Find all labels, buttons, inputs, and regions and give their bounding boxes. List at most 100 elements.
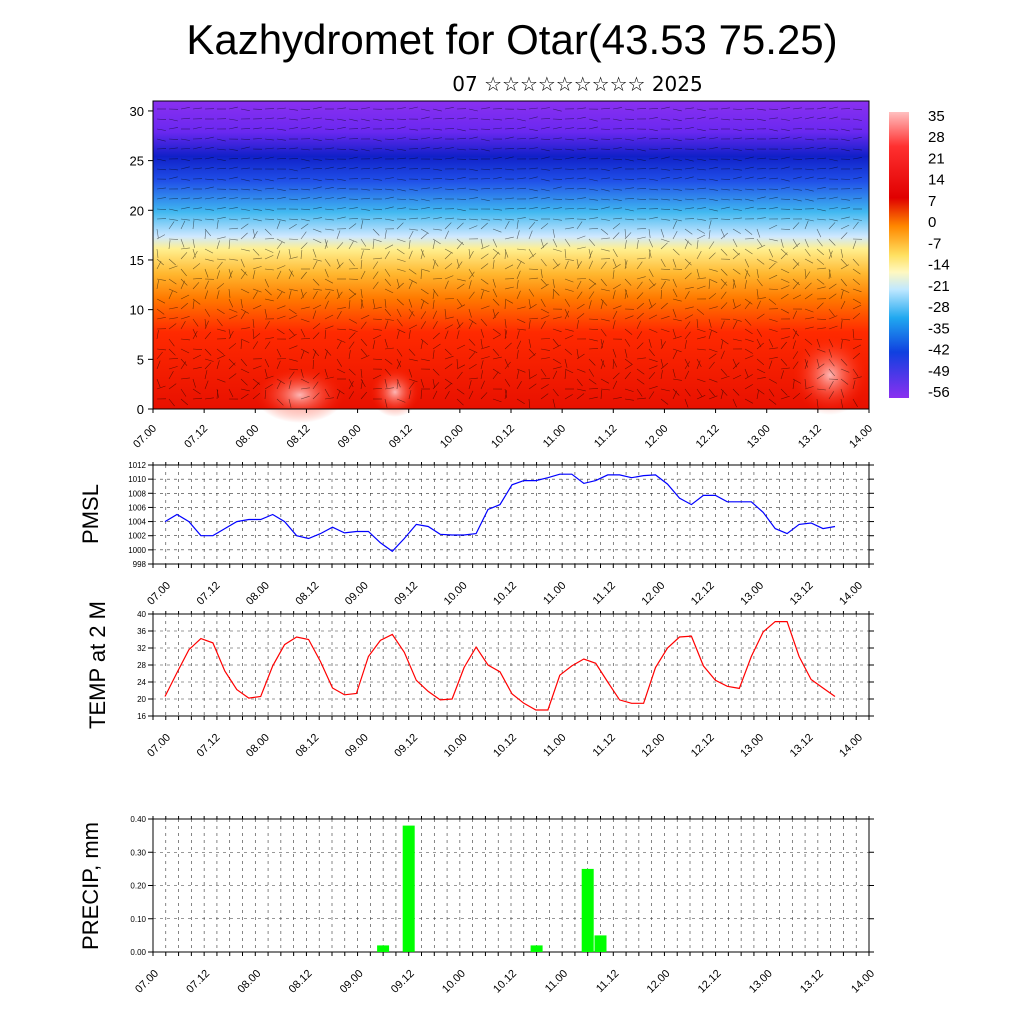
wind-barb xyxy=(660,258,666,268)
wind-barb xyxy=(564,310,570,320)
wind-barb xyxy=(600,261,607,270)
wind-barb xyxy=(336,118,346,121)
wind-barb xyxy=(804,393,813,400)
y-axis-label: PRECIP, mm xyxy=(78,822,103,950)
wind-barb xyxy=(264,375,274,380)
wind-barb xyxy=(216,207,226,210)
wind-barb xyxy=(708,117,718,120)
wind-barb xyxy=(540,107,550,110)
wind-barb xyxy=(708,318,712,328)
wind-barb xyxy=(600,338,603,348)
wind-barb xyxy=(648,278,655,287)
wind-barb xyxy=(240,157,250,160)
wind-barb xyxy=(528,353,537,360)
wind-barb xyxy=(252,188,262,192)
wind-barb xyxy=(420,338,429,345)
wind-barb xyxy=(192,298,201,305)
x-tick-label: 13.12 xyxy=(788,732,816,760)
wind-barb xyxy=(804,248,811,257)
wind-barb xyxy=(480,138,490,142)
wind-barb xyxy=(540,348,550,351)
wind-barb xyxy=(288,238,299,240)
wind-barb xyxy=(348,332,356,340)
wind-barb xyxy=(444,378,453,385)
wind-barb xyxy=(168,398,175,407)
wind-barb xyxy=(372,257,383,260)
x-tick-label: 12.00 xyxy=(643,423,671,451)
wind-barb xyxy=(552,126,562,130)
wind-barb xyxy=(696,116,706,120)
wind-barb xyxy=(672,108,682,112)
wind-barb xyxy=(168,323,177,330)
x-tick-label: 10.12 xyxy=(489,423,517,451)
x-tick-label: 13.00 xyxy=(738,580,766,608)
wind-barb xyxy=(432,321,438,330)
wind-barb xyxy=(264,117,274,120)
wind-barb xyxy=(324,197,334,200)
wind-barb xyxy=(408,308,415,317)
wind-barb xyxy=(264,337,274,340)
wind-barb xyxy=(720,375,730,380)
wind-barb xyxy=(216,258,226,261)
wind-barb xyxy=(720,368,728,376)
wind-barb xyxy=(516,370,520,380)
wind-barb xyxy=(456,261,463,270)
wind-barb xyxy=(168,198,179,200)
wind-barb xyxy=(492,298,500,306)
wind-barb xyxy=(408,217,419,220)
wind-barb xyxy=(240,368,250,374)
wind-barb xyxy=(624,290,627,300)
wind-barb xyxy=(624,108,634,111)
wind-barb xyxy=(420,217,430,220)
wind-barb xyxy=(600,360,605,370)
wind-barb xyxy=(312,288,322,291)
wind-barb xyxy=(828,218,838,222)
wind-barb xyxy=(660,278,670,281)
wind-barb xyxy=(204,318,207,328)
wind-barb xyxy=(732,198,743,201)
wind-barb xyxy=(312,323,321,330)
wind-barb xyxy=(792,117,802,120)
wind-barb xyxy=(564,148,574,151)
wind-barb xyxy=(708,353,717,360)
wind-barb xyxy=(432,207,443,210)
wind-barb xyxy=(600,218,610,221)
wind-barb xyxy=(732,118,743,121)
wind-barb xyxy=(396,308,402,318)
wind-barb xyxy=(348,378,354,388)
wind-barb xyxy=(228,315,238,320)
x-tick-label: 12.12 xyxy=(689,580,717,608)
wind-barb xyxy=(480,178,491,180)
wind-barb xyxy=(384,347,394,350)
wind-barb xyxy=(348,238,358,243)
wind-barb xyxy=(300,338,311,340)
x-tick-label: 13.00 xyxy=(745,423,773,451)
wind-barb xyxy=(708,378,718,383)
wind-barb xyxy=(288,198,299,201)
wind-barb xyxy=(312,291,318,300)
wind-barb xyxy=(564,369,567,380)
wind-barb xyxy=(600,278,607,287)
wind-barb xyxy=(228,362,236,370)
x-tick-label: 09.12 xyxy=(392,580,420,608)
wind-barb xyxy=(156,197,166,200)
wind-barb xyxy=(648,303,657,310)
wind-barb xyxy=(252,270,256,280)
wind-barb xyxy=(504,128,515,130)
wind-barb xyxy=(552,238,558,248)
y-axis-label: PMSL xyxy=(78,484,103,544)
wind-barb xyxy=(264,384,273,390)
wind-barb xyxy=(348,148,358,151)
wind-barb xyxy=(732,268,741,275)
wind-barb xyxy=(564,308,570,318)
y-tick-label: 5 xyxy=(137,352,144,367)
wind-barb xyxy=(264,138,274,141)
wind-barb xyxy=(528,196,538,200)
temp-line xyxy=(164,620,836,711)
wind-barb xyxy=(396,222,404,230)
wind-barb xyxy=(408,128,418,131)
x-tick-label: 10.00 xyxy=(442,580,470,608)
wind-barb xyxy=(240,197,250,200)
wind-barb xyxy=(240,338,250,343)
wind-barb xyxy=(552,108,562,112)
